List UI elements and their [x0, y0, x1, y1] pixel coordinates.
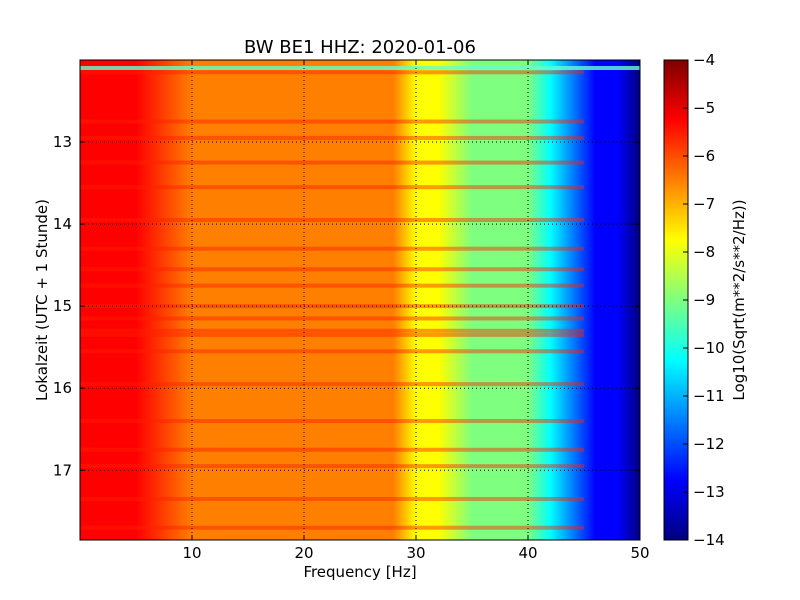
colorbar-tick-label: −9 — [693, 291, 715, 309]
spectrogram-band — [80, 218, 584, 222]
y-tick-label: 13 — [53, 133, 72, 151]
colorbar-tick-label: −4 — [693, 51, 715, 69]
spectrogram-band — [80, 267, 584, 272]
spectrogram-band — [80, 447, 584, 452]
y-tick-label: 15 — [53, 297, 72, 315]
x-tick-label: 10 — [182, 544, 201, 562]
y-axis: 13 14 15 16 17 — [53, 133, 640, 479]
spectrogram-band — [80, 160, 584, 165]
colorbar-tick-label: −11 — [693, 387, 725, 405]
colorbar-tick-label: −7 — [693, 195, 715, 213]
y-tick-label: 14 — [53, 215, 72, 233]
spectrogram-base — [80, 60, 640, 540]
colorbar-tick-label: −12 — [693, 435, 725, 453]
spectrogram-band — [80, 135, 584, 140]
spectrogram-band — [80, 525, 584, 530]
colorbar-tick-label: −14 — [693, 531, 725, 549]
colorbar-tick-label: −5 — [693, 99, 715, 117]
spectrogram-band — [80, 419, 584, 424]
spectrogram-band — [80, 66, 640, 70]
spectrogram-band — [80, 332, 584, 337]
spectrogram-band — [80, 464, 584, 469]
spectrogram-band — [80, 70, 584, 75]
spectrogram-band — [80, 349, 584, 354]
y-axis-label: Lokalzeit (UTC + 1 Stunde) — [33, 199, 51, 401]
spectrogram-band — [80, 119, 584, 124]
spectrogram-band — [80, 328, 584, 333]
y-tick-label: 16 — [53, 379, 72, 397]
plot-frame — [79, 59, 641, 541]
spectrogram-band — [80, 185, 584, 190]
spectrogram-band — [80, 382, 584, 387]
chart-title: BW BE1 HHZ: 2020-01-06 — [244, 37, 476, 58]
x-tick-label: 30 — [406, 544, 425, 562]
colorbar-label: Log10(Sqrt(m**2/s**2/Hz)) — [730, 199, 748, 400]
grid-lines — [80, 60, 640, 540]
plot-area — [80, 60, 640, 540]
colorbar-tick-label: −10 — [693, 339, 725, 357]
x-tick-label: 20 — [294, 544, 313, 562]
x-axis: 10 20 30 40 50 — [182, 60, 650, 562]
colorbar-tick-label: −13 — [693, 483, 725, 501]
spectrogram-band — [80, 316, 584, 321]
spectrogram-band — [80, 496, 584, 501]
spectrogram-band — [80, 283, 584, 288]
colorbar-tick-label: −6 — [693, 147, 715, 165]
colorbar-axis: −4 −5 −6 −7 −8 −9 −10 −11 −12 −13 −14 — [683, 51, 725, 549]
x-tick-label: 50 — [630, 544, 649, 562]
y-tick-label: 17 — [53, 461, 72, 479]
x-axis-label: Frequency [Hz] — [303, 563, 416, 581]
colorbar-tick-label: −8 — [693, 243, 715, 261]
x-tick-label: 40 — [518, 544, 537, 562]
spectrogram-band — [80, 246, 584, 251]
